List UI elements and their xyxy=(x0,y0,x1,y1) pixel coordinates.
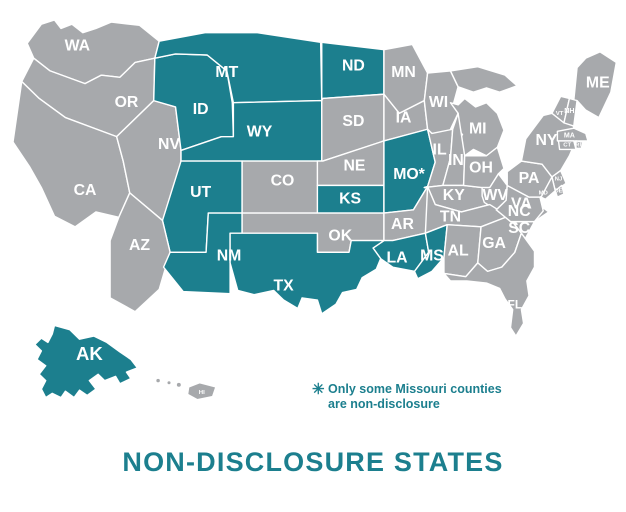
svg-text:CT: CT xyxy=(563,143,571,149)
svg-text:WY: WY xyxy=(247,124,273,141)
svg-text:✳: ✳ xyxy=(312,381,325,398)
svg-text:SC: SC xyxy=(508,220,530,237)
svg-text:NJ: NJ xyxy=(555,177,563,183)
svg-text:VT: VT xyxy=(556,111,564,117)
svg-text:AZ: AZ xyxy=(129,237,151,254)
svg-text:NM: NM xyxy=(217,248,242,265)
svg-text:NE: NE xyxy=(343,158,365,175)
svg-text:DE: DE xyxy=(554,188,562,194)
svg-text:HI: HI xyxy=(199,390,205,396)
svg-text:AL: AL xyxy=(448,242,470,259)
svg-text:IL: IL xyxy=(433,142,448,159)
svg-text:UT: UT xyxy=(190,184,212,201)
svg-text:TX: TX xyxy=(273,277,294,294)
svg-text:AR: AR xyxy=(391,216,414,233)
svg-text:WA: WA xyxy=(65,38,90,55)
svg-text:MS: MS xyxy=(420,248,444,265)
svg-text:MD: MD xyxy=(539,190,549,196)
svg-text:ME: ME xyxy=(586,75,610,92)
svg-text:PA: PA xyxy=(519,170,540,187)
svg-text:AK: AK xyxy=(76,343,104,364)
svg-text:Only some Missouri counties: Only some Missouri counties xyxy=(328,382,502,396)
svg-text:FL: FL xyxy=(508,298,523,312)
svg-text:WV: WV xyxy=(482,187,508,204)
svg-text:KY: KY xyxy=(443,187,466,204)
svg-text:NY: NY xyxy=(536,132,559,149)
svg-text:OR: OR xyxy=(115,94,139,111)
svg-text:IA: IA xyxy=(396,110,412,127)
svg-text:GA: GA xyxy=(482,235,506,252)
svg-text:NV: NV xyxy=(158,136,181,153)
svg-text:MI: MI xyxy=(469,120,487,137)
svg-text:LA: LA xyxy=(386,250,407,267)
svg-text:KS: KS xyxy=(339,190,361,207)
svg-text:are non-disclosure: are non-disclosure xyxy=(328,397,440,411)
svg-text:CO: CO xyxy=(271,172,295,189)
svg-text:MT: MT xyxy=(215,64,238,81)
svg-text:VA: VA xyxy=(511,196,532,213)
svg-text:OK: OK xyxy=(328,228,352,245)
svg-text:WI: WI xyxy=(429,94,448,111)
svg-text:OH: OH xyxy=(469,160,493,177)
svg-text:ID: ID xyxy=(193,101,209,118)
svg-text:MA: MA xyxy=(564,132,575,139)
svg-text:NH: NH xyxy=(564,108,574,115)
svg-text:ND: ND xyxy=(342,58,365,75)
svg-text:RI: RI xyxy=(575,143,581,149)
svg-text:TN: TN xyxy=(440,209,461,226)
svg-text:IN: IN xyxy=(448,152,464,169)
svg-text:SD: SD xyxy=(342,113,364,130)
svg-text:MO*: MO* xyxy=(393,166,426,183)
svg-text:CA: CA xyxy=(74,182,97,199)
svg-text:MN: MN xyxy=(391,64,416,81)
